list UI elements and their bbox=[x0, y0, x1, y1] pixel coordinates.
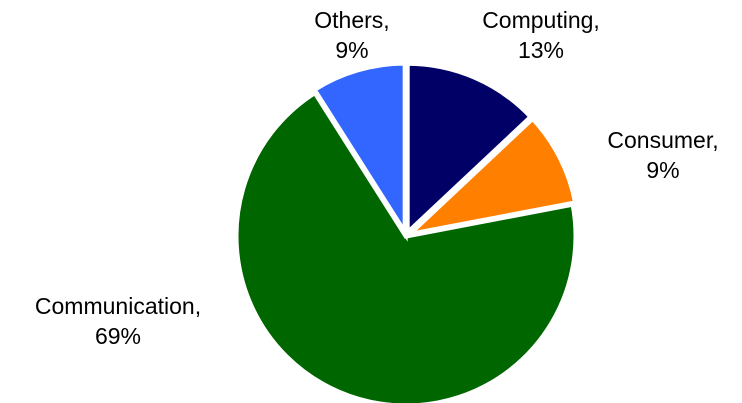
pie-slice-others bbox=[310, 60, 408, 242]
pie-slice-computing bbox=[404, 60, 535, 240]
pie-label-value: 9% bbox=[335, 37, 368, 63]
pie-label-value: 13% bbox=[518, 37, 564, 63]
pie-label-name: Computing, bbox=[482, 7, 600, 33]
pie-label-computing: Computing, 13% bbox=[482, 7, 600, 63]
pie-label-name: Others, bbox=[314, 7, 389, 33]
pie-slice-consumer bbox=[400, 114, 579, 239]
pie-label-name: Communication, bbox=[35, 293, 201, 319]
pie-label-value: 69% bbox=[95, 323, 141, 349]
pie-label-others: Others, 9% bbox=[314, 7, 389, 63]
pie-label-consumer: Consumer, 9% bbox=[607, 127, 718, 183]
pie-label-value: 9% bbox=[646, 157, 679, 183]
pie-label-name: Consumer, bbox=[607, 127, 718, 153]
pie-labels: Computing, 13% Consumer, 9% Communication, 69… bbox=[35, 7, 719, 349]
pie-slice-communication bbox=[233, 89, 579, 403]
pie-label-communication: Communication, 69% bbox=[35, 293, 201, 349]
pie-slices bbox=[233, 60, 579, 403]
